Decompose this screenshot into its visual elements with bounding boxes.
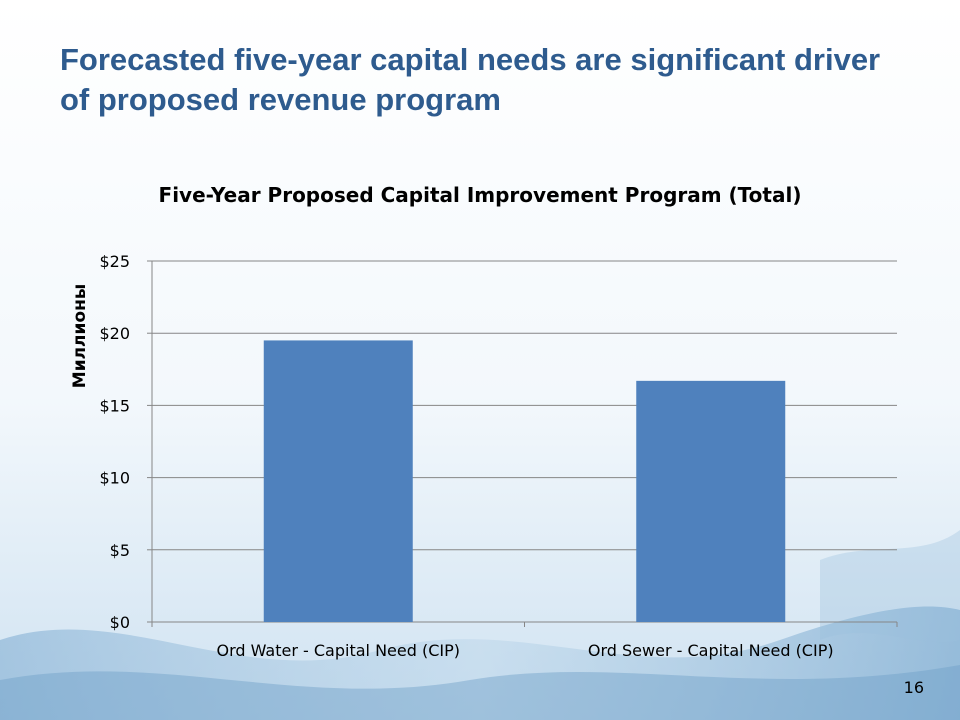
y-tick-label: $20 xyxy=(99,324,130,343)
x-category-label: Ord Sewer - Capital Need (CIP) xyxy=(588,641,834,660)
y-tick-label: $25 xyxy=(99,252,130,271)
chart-title: Five-Year Proposed Capital Improvement P… xyxy=(158,183,802,207)
y-tick-label: $5 xyxy=(110,541,130,560)
slide-number: 16 xyxy=(903,678,924,697)
slide-title: Forecasted five-year capital needs are s… xyxy=(60,42,881,117)
y-tick-label: $10 xyxy=(99,469,130,488)
x-category-label: Ord Water - Capital Need (CIP) xyxy=(217,641,460,660)
y-tick-label: $15 xyxy=(99,396,130,415)
y-tick-label: $0 xyxy=(110,613,130,632)
bar xyxy=(263,340,413,622)
bar xyxy=(636,380,786,622)
y-axis-title: Миллионы xyxy=(70,284,90,388)
